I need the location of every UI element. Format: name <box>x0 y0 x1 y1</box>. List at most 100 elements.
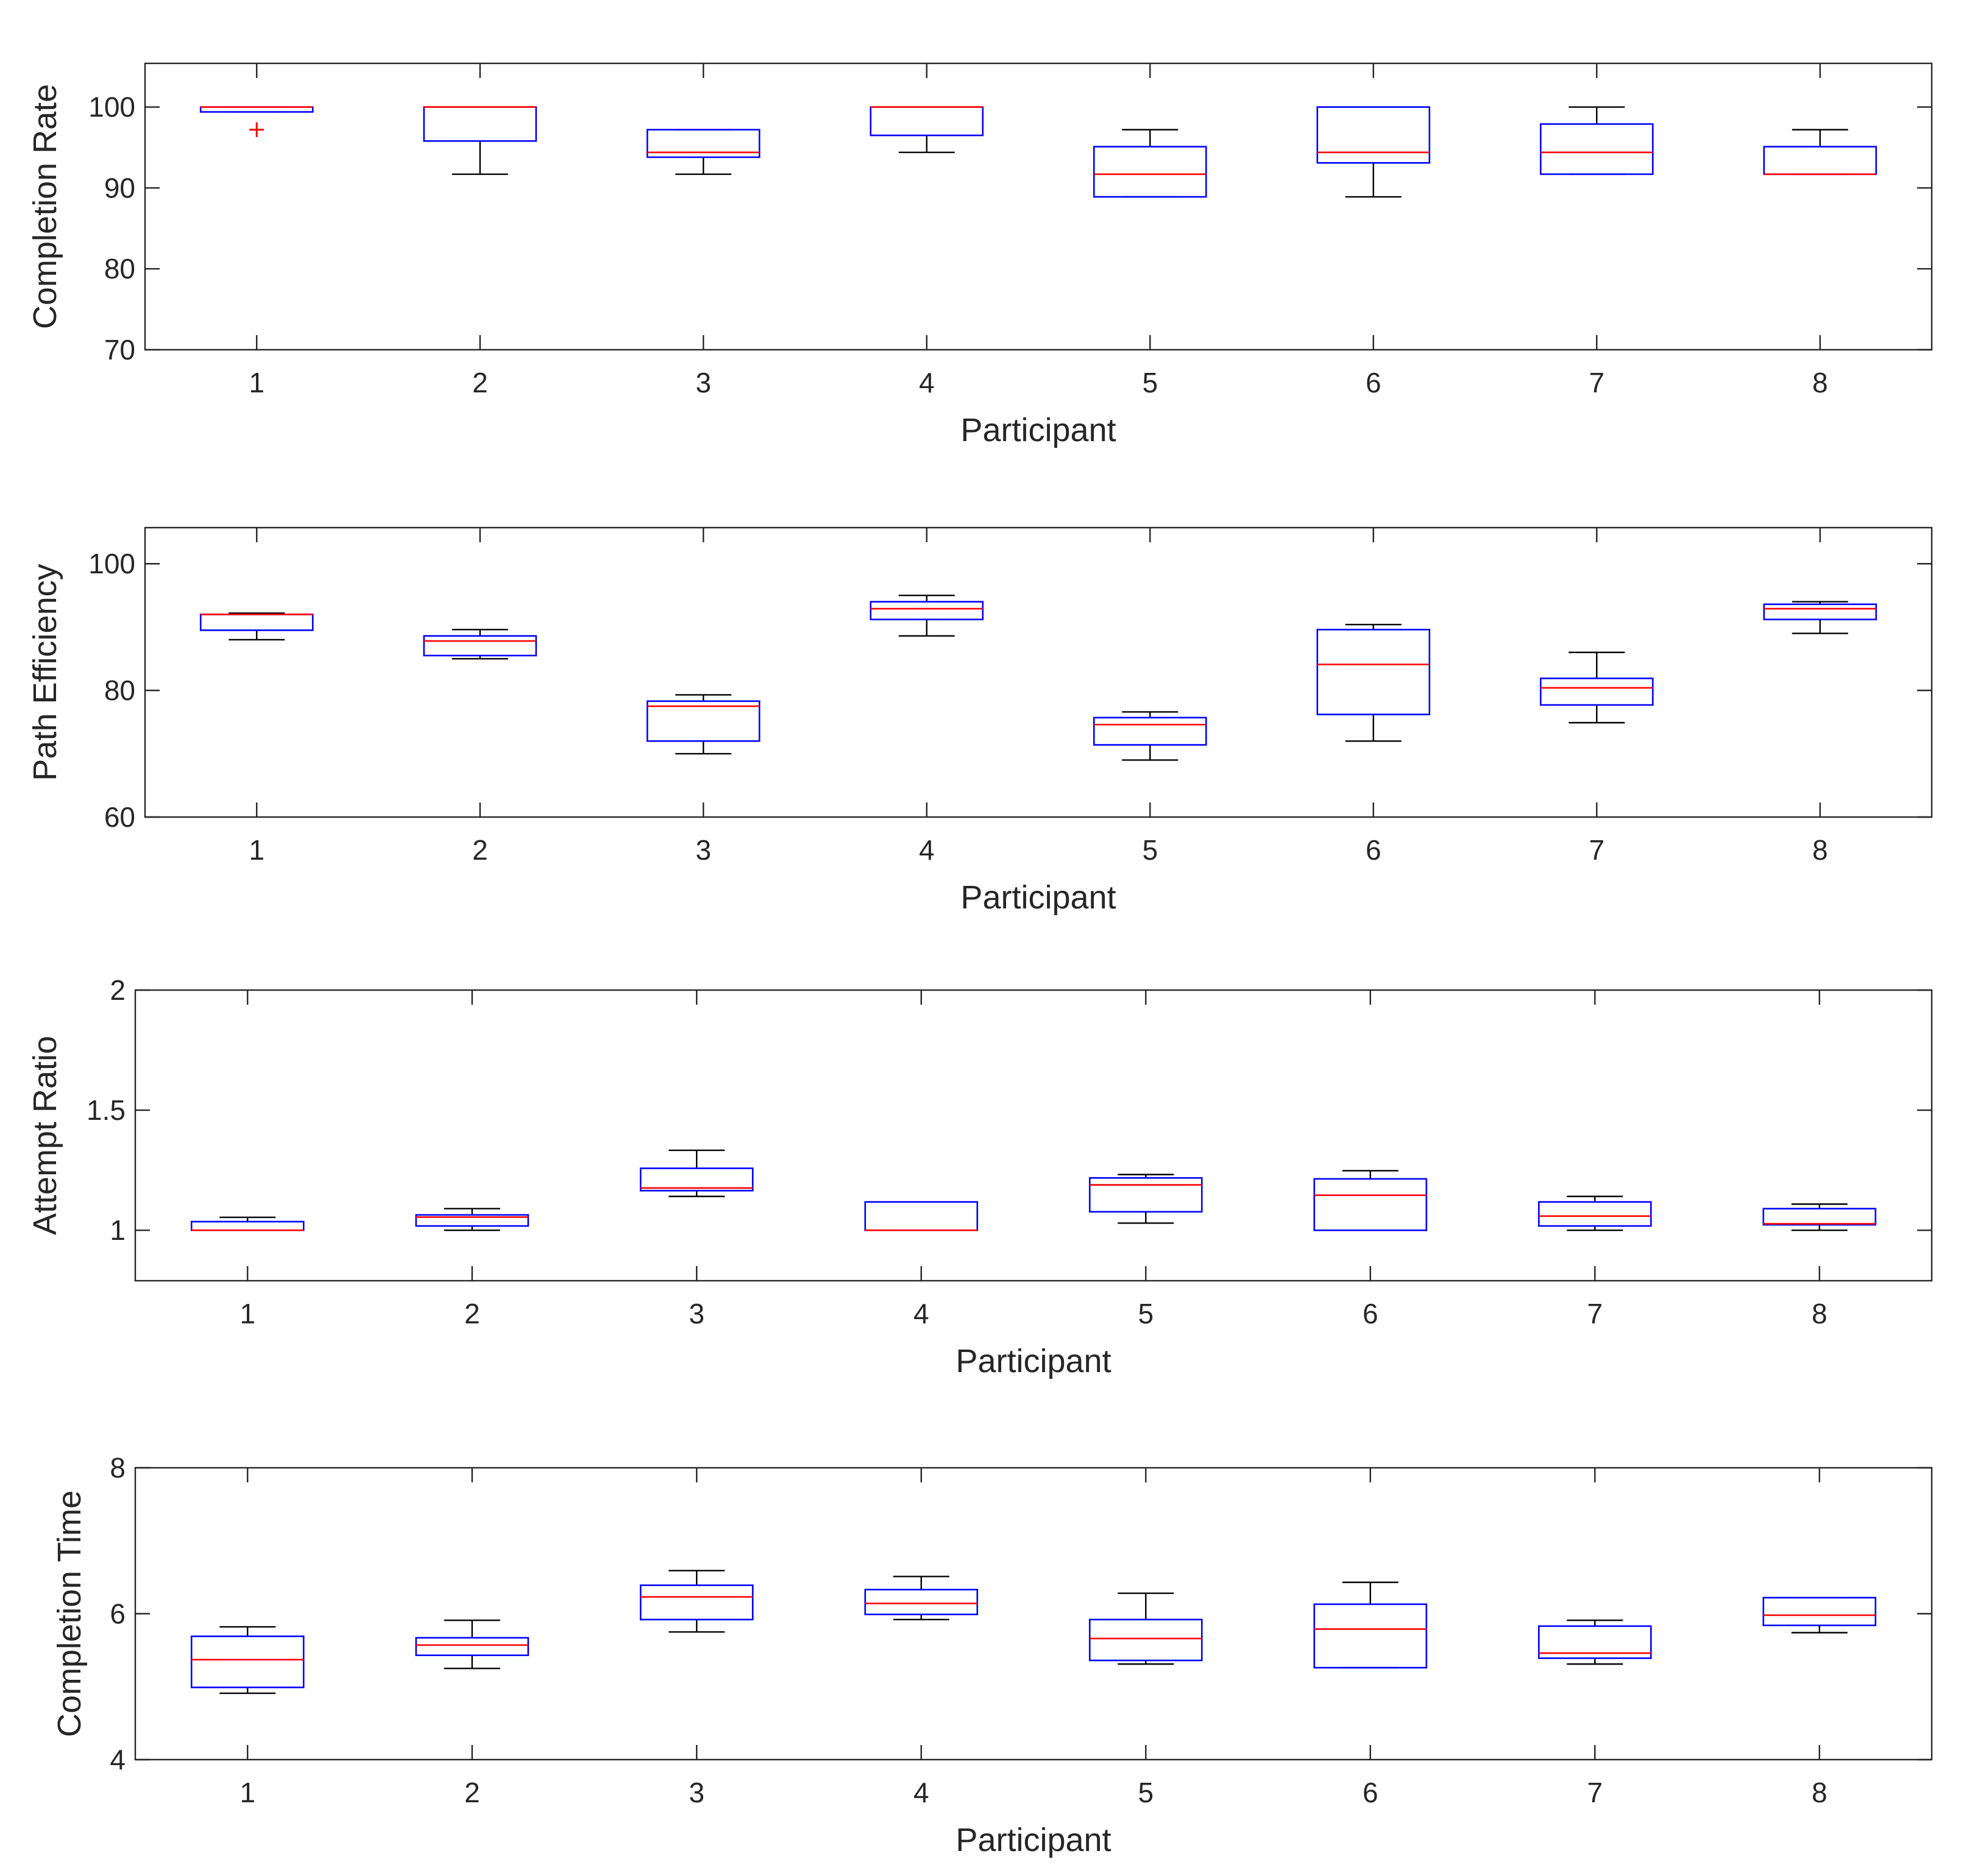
box-participant-8 <box>1762 1203 1877 1231</box>
iqr-box <box>870 601 984 621</box>
iqr-box <box>1093 717 1207 746</box>
box-participant-5 <box>1088 1173 1203 1224</box>
box-participant-7 <box>1539 651 1654 724</box>
iqr-box <box>1088 1177 1203 1213</box>
x-tick-label: 6 <box>1363 1777 1378 1808</box>
iqr-box <box>1316 629 1431 715</box>
iqr-box <box>864 1588 979 1615</box>
box-participant-7 <box>1537 1619 1652 1665</box>
panel-4: 1 2 3 4 5 6 7 8 4 6 8 Participant Completion Time <box>51 1452 1933 1858</box>
box-participant-5 <box>1093 711 1207 761</box>
panel-2: 1 2 3 4 5 6 7 8 60 80 100 Participant Path Efficienc… <box>27 526 1933 916</box>
iqr-box <box>639 1167 754 1192</box>
box-participant-7 <box>1539 106 1654 175</box>
y-tick-label: 100 <box>88 548 135 579</box>
x-tick-label: 1 <box>249 834 264 866</box>
iqr-box <box>1313 1603 1428 1669</box>
x-tick-label: 8 <box>1812 1298 1828 1329</box>
x-tick-label: 5 <box>1142 834 1158 866</box>
iqr-box <box>1316 106 1431 164</box>
box-participant-8 <box>1763 129 1877 175</box>
box-participant-4 <box>870 595 984 637</box>
x-tick-label: 8 <box>1812 367 1828 398</box>
x-tick-label: 1 <box>249 367 264 398</box>
x-tick-label: 5 <box>1142 367 1158 398</box>
iqr-box <box>423 106 537 142</box>
iqr-box <box>190 1220 305 1231</box>
y-tick-label: 60 <box>104 801 135 833</box>
x-tick-label: 4 <box>919 367 935 398</box>
y-axis-label: Attempt Ratio <box>27 1036 63 1235</box>
iqr-box <box>1093 146 1207 198</box>
box-participant-3 <box>646 694 761 755</box>
x-tick-label: 2 <box>472 834 488 866</box>
iqr-box <box>415 1637 530 1657</box>
box-participant-4 <box>870 106 984 154</box>
y-tick-label: 80 <box>104 674 135 706</box>
y-tick-label: 80 <box>104 253 135 285</box>
y-tick-label: 4 <box>110 1744 126 1775</box>
box-participant-3 <box>646 129 761 175</box>
iqr-box <box>190 1635 305 1688</box>
box-participant-1 <box>199 612 314 641</box>
box-participant-8 <box>1763 601 1877 634</box>
x-tick-label: 3 <box>689 1777 704 1808</box>
iqr-box <box>415 1214 530 1227</box>
iqr-box <box>1088 1618 1203 1662</box>
box-participant-3 <box>639 1149 754 1197</box>
iqr-box <box>1539 678 1654 706</box>
x-tick-label: 1 <box>239 1777 255 1808</box>
box-participant-2 <box>423 106 537 175</box>
x-tick-label: 1 <box>239 1298 255 1329</box>
x-axis-label: Participant <box>956 1343 1111 1379</box>
x-axis-label: Participant <box>960 412 1116 448</box>
x-tick-label: 6 <box>1366 834 1381 866</box>
x-tick-label: 7 <box>1589 834 1604 866</box>
box-participant-5 <box>1093 129 1207 198</box>
y-tick-label: 6 <box>110 1598 126 1630</box>
x-tick-label: 5 <box>1138 1298 1154 1329</box>
box-participant-1 <box>190 1626 305 1694</box>
panel-1: 1 2 3 4 5 6 7 8 70 80 90 100 Participant Completion R… <box>27 62 1933 448</box>
x-tick-label: 5 <box>1138 1777 1154 1808</box>
iqr-box <box>864 1201 979 1231</box>
box-participant-5 <box>1088 1592 1203 1665</box>
box-participant-6 <box>1313 1581 1428 1669</box>
iqr-box <box>423 635 537 657</box>
y-tick-label: 2 <box>110 974 126 1006</box>
box-participant-1 <box>190 1216 305 1231</box>
x-tick-label: 7 <box>1587 1298 1603 1329</box>
axes-frame <box>144 526 1933 818</box>
box-participant-6 <box>1316 623 1431 742</box>
box-participant-4 <box>864 1201 979 1231</box>
y-axis-label: Completion Rate <box>27 84 63 329</box>
box-participant-2 <box>415 1619 530 1669</box>
x-tick-label: 2 <box>464 1298 480 1329</box>
box-participant-2 <box>415 1208 530 1231</box>
x-tick-label: 2 <box>464 1777 480 1808</box>
box-participant-2 <box>423 629 537 660</box>
x-axis-label: Participant <box>960 879 1116 916</box>
axes-frame <box>134 1467 1933 1761</box>
iqr-box <box>1762 1208 1877 1226</box>
outlier-marker <box>249 122 264 137</box>
x-tick-label: 2 <box>472 367 488 398</box>
iqr-box <box>1313 1178 1428 1231</box>
x-axis-label: Participant <box>956 1822 1111 1858</box>
x-tick-label: 3 <box>695 367 711 398</box>
x-tick-label: 4 <box>913 1777 929 1808</box>
axes-frame <box>144 62 1933 351</box>
x-tick-label: 7 <box>1589 367 1604 398</box>
y-tick-label: 8 <box>110 1452 126 1484</box>
iqr-box <box>1539 123 1654 175</box>
x-tick-label: 6 <box>1366 367 1381 398</box>
iqr-box <box>1537 1201 1652 1227</box>
box-participant-6 <box>1313 1170 1428 1231</box>
y-tick-label: 100 <box>88 91 135 123</box>
axes-frame <box>134 989 1933 1282</box>
iqr-box <box>1763 146 1877 175</box>
box-participant-6 <box>1316 106 1431 198</box>
x-tick-label: 8 <box>1812 834 1828 866</box>
box-participant-1 <box>199 106 314 137</box>
